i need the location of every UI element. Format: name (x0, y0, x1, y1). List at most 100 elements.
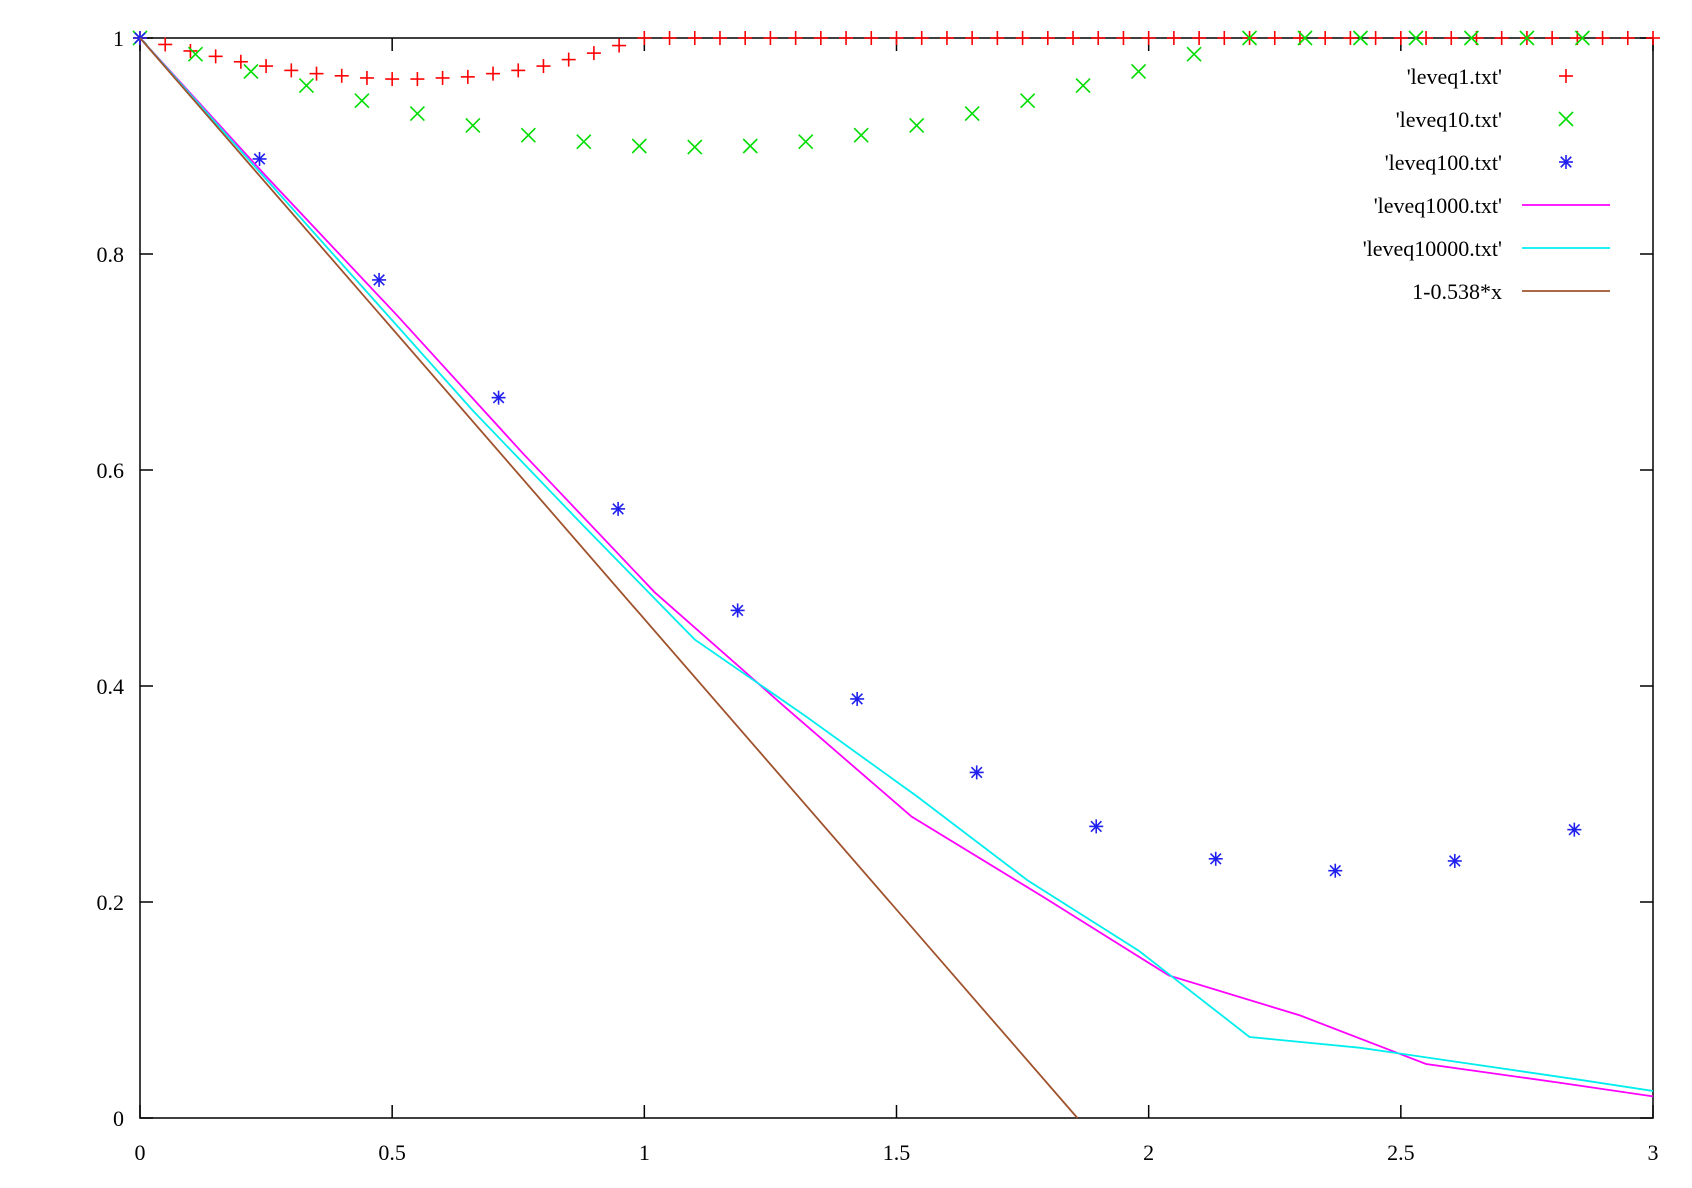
data-point (259, 59, 274, 74)
data-point (1040, 31, 1055, 45)
data-point (334, 68, 349, 83)
data-point (298, 77, 314, 94)
legend-label: 'leveq1.txt' (1407, 64, 1502, 89)
data-point (354, 93, 370, 109)
data-point (1574, 30, 1590, 46)
data-point (309, 66, 324, 81)
data-point (850, 691, 865, 706)
data-point (1463, 30, 1480, 46)
data-point (385, 72, 400, 87)
data-point (637, 31, 652, 45)
data-point (1545, 31, 1560, 45)
data-point (730, 603, 745, 618)
data-point (491, 390, 506, 405)
x-tick-label: 3 (1648, 1140, 1659, 1165)
data-point (1447, 853, 1462, 868)
data-point (611, 501, 626, 516)
series-1 (132, 30, 1590, 155)
y-tick-label: 0.4 (97, 674, 125, 699)
data-point (853, 127, 869, 143)
data-point (1166, 31, 1181, 45)
x-tick-label: 2.5 (1387, 1140, 1415, 1165)
y-tick-label: 0.8 (97, 242, 125, 267)
x-tick-label: 2 (1143, 1140, 1154, 1165)
data-point (1352, 30, 1369, 46)
legend-label: 'leveq10.txt' (1396, 107, 1502, 132)
data-point (969, 765, 984, 780)
legend-label: 'leveq10000.txt' (1363, 236, 1502, 261)
y-tick-label: 0.6 (97, 458, 125, 483)
data-point (520, 127, 536, 143)
x-tick-label: 0 (135, 1140, 146, 1165)
data-point (1567, 822, 1582, 837)
data-point (763, 31, 778, 45)
data-point (687, 139, 703, 155)
data-point (586, 46, 601, 61)
data-point (839, 31, 854, 45)
data-point (1328, 863, 1343, 878)
data-point (243, 63, 259, 80)
data-point (1393, 31, 1408, 45)
data-point (486, 66, 501, 81)
data-point (284, 63, 299, 78)
data-point (687, 31, 702, 45)
data-point (1186, 46, 1202, 62)
x-tick-label: 1 (639, 1140, 650, 1165)
data-point (1066, 31, 1081, 45)
data-point (1519, 30, 1535, 46)
data-point (939, 31, 954, 45)
x-tick-label: 1.5 (883, 1140, 911, 1165)
data-point (410, 72, 425, 87)
data-point (1217, 31, 1232, 45)
y-tick-label: 1 (113, 26, 124, 51)
data-point (738, 31, 753, 45)
data-point (889, 31, 904, 45)
series-2 (133, 31, 1582, 878)
data-point (158, 37, 173, 52)
data-point (965, 31, 980, 45)
data-point (1075, 77, 1091, 94)
data-point (1089, 819, 1104, 834)
data-point (1620, 31, 1635, 45)
legend-label: 'leveq1000.txt' (1374, 193, 1502, 218)
data-point (742, 138, 758, 154)
legend-label: 1-0.538*x (1412, 279, 1502, 304)
data-point (460, 69, 475, 84)
data-point (990, 31, 1005, 45)
series-4 (139, 37, 1654, 1092)
legend-sample-marker (1559, 69, 1573, 83)
data-point (1297, 30, 1313, 46)
data-point (1318, 31, 1333, 45)
data-point (1208, 851, 1223, 866)
data-point (964, 106, 980, 122)
data-point (372, 272, 387, 287)
data-point (435, 70, 450, 85)
data-point (1091, 31, 1106, 45)
data-point (1015, 31, 1030, 45)
series-line (139, 37, 1654, 1098)
data-point (631, 138, 647, 154)
data-point (1368, 31, 1383, 45)
data-point (909, 117, 925, 134)
y-tick-label: 0 (113, 1106, 124, 1131)
legend: 'leveq1.txt' 'leveq10.txt' 'leveq100.txt' '… (1363, 64, 1610, 304)
data-point (183, 43, 198, 58)
data-point (612, 38, 627, 53)
legend-sample-marker (1558, 111, 1574, 127)
data-point (1241, 30, 1258, 46)
data-point (914, 31, 929, 45)
data-point (788, 31, 803, 45)
series-layer (132, 30, 1660, 1119)
data-point (1646, 31, 1660, 45)
x-tick-label: 0.5 (378, 1140, 406, 1165)
series-3 (139, 37, 1654, 1098)
data-point (1116, 31, 1131, 45)
data-point (576, 134, 592, 150)
data-point (465, 117, 481, 134)
data-point (536, 59, 551, 74)
data-point (1020, 93, 1036, 109)
data-point (1141, 31, 1156, 45)
data-point (712, 31, 727, 45)
legend-sample-marker (1559, 155, 1573, 169)
